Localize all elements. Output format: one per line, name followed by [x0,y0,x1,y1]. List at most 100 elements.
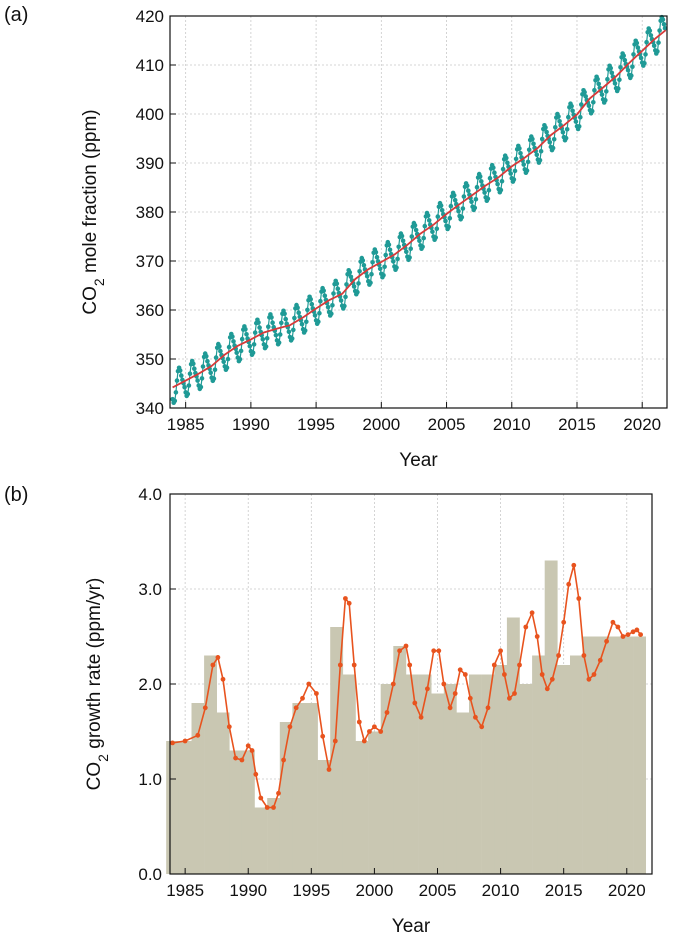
smoothed-data-point [249,748,255,753]
monthly-data-point [622,57,628,63]
monthly-data-point [200,364,206,369]
smoothed-data-point [346,600,352,606]
monthly-data-point [629,73,634,78]
smoothed-data-point [412,700,418,706]
x-tick-label: 2015 [558,415,596,434]
monthly-data-point [420,244,425,249]
monthly-data-point [173,390,179,395]
growth-bar [204,655,217,874]
monthly-data-point [257,325,262,330]
monthly-data-point [381,273,386,278]
x-tick-label: 2020 [623,415,661,434]
y-tick-label: 410 [136,56,164,75]
smoothed-data-point [390,681,396,687]
monthly-data-point [347,270,353,275]
monthly-data-point [292,315,297,321]
smoothed-data-point [615,624,621,630]
smoothed-data-point [431,648,437,654]
smoothed-data-point [638,632,643,637]
monthly-data-point [630,64,635,69]
monthly-data-point [239,336,245,342]
smoothed-data-point [361,738,367,744]
monthly-data-point [252,330,258,335]
monthly-data-point [369,271,374,277]
monthly-data-point [260,337,266,342]
smoothed-data-point [576,596,582,601]
smoothed-data-point [498,648,503,654]
monthly-data-point [485,196,491,201]
monthly-data-point [282,311,287,317]
monthly-data-point [634,40,640,46]
monthly-data-point [321,288,327,294]
monthly-data-point [464,183,470,189]
smoothed-data-point [556,653,561,658]
monthly-data-point [251,342,257,347]
smoothed-data-point [195,732,201,738]
growth-bar [519,684,533,874]
growth-bar [191,703,205,874]
monthly-data-point [447,215,453,221]
growth-bar [241,750,255,874]
monthly-data-point [299,321,305,327]
monthly-data-point [277,332,283,337]
smoothed-data-point [356,719,362,725]
growth-bar [532,655,545,874]
monthly-data-point [543,125,548,130]
growth-bar [254,807,268,874]
monthly-data-point [446,224,452,230]
monthly-data-point [512,168,518,174]
monthly-data-point [198,384,204,390]
monthly-data-point [256,320,261,325]
monthly-data-point [466,188,471,193]
monthly-series-line [172,15,666,405]
monthly-data-point [338,298,344,303]
monthly-data-point [521,162,526,167]
monthly-data-point [247,343,253,349]
growth-bar [406,674,419,874]
monthly-data-point [491,165,496,171]
smoothed-data-point [264,805,270,810]
monthly-data-point [635,45,641,50]
x-tick-label: 1990 [229,881,267,900]
growth-bar [305,703,318,874]
growth-bar [494,665,508,874]
smoothed-data-point [407,662,413,668]
monthly-data-point [474,184,480,190]
smoothed-data-point [485,705,491,711]
monthly-data-point [312,313,318,318]
monthly-data-point [225,356,231,362]
monthly-data-point [413,227,419,233]
monthly-data-point [505,160,510,166]
smoothed-data-point [182,738,188,744]
monthly-data-point [325,304,331,310]
smoothed-data-point [517,662,522,668]
monthly-data-point [500,166,506,172]
chart-a-y-ticks: 340 350 360 370 380 390 400 410 420 [136,7,176,418]
monthly-data-point [263,344,269,349]
co2-growth-rate-chart: 1985 1990 1995 2000 2005 2010 2015 2020 0.0 1.0 2… [84,485,653,937]
growth-bar [355,741,369,874]
smoothed-data-point [258,795,264,801]
smoothed-data-point [549,676,555,682]
y-tick-label: 390 [136,154,164,173]
monthly-data-point [289,336,295,341]
monthly-data-point [433,235,439,240]
smoothed-data-point [281,757,286,763]
monthly-data-point [477,174,483,179]
monthly-data-point [660,17,666,22]
monthly-data-point [360,258,366,263]
monthly-data-point [238,348,244,354]
monthly-data-point [334,281,340,286]
monthly-data-point [578,114,583,120]
monthly-data-point [605,76,610,82]
monthly-data-point [296,310,302,316]
monthly-data-point [608,65,613,71]
monthly-data-point [211,376,217,381]
monthly-data-point [553,125,558,130]
monthly-data-point [226,344,232,350]
growth-bar [317,760,331,874]
smoothed-data-point [436,648,442,654]
monthly-data-point [592,87,597,93]
growth-bar [620,636,634,874]
